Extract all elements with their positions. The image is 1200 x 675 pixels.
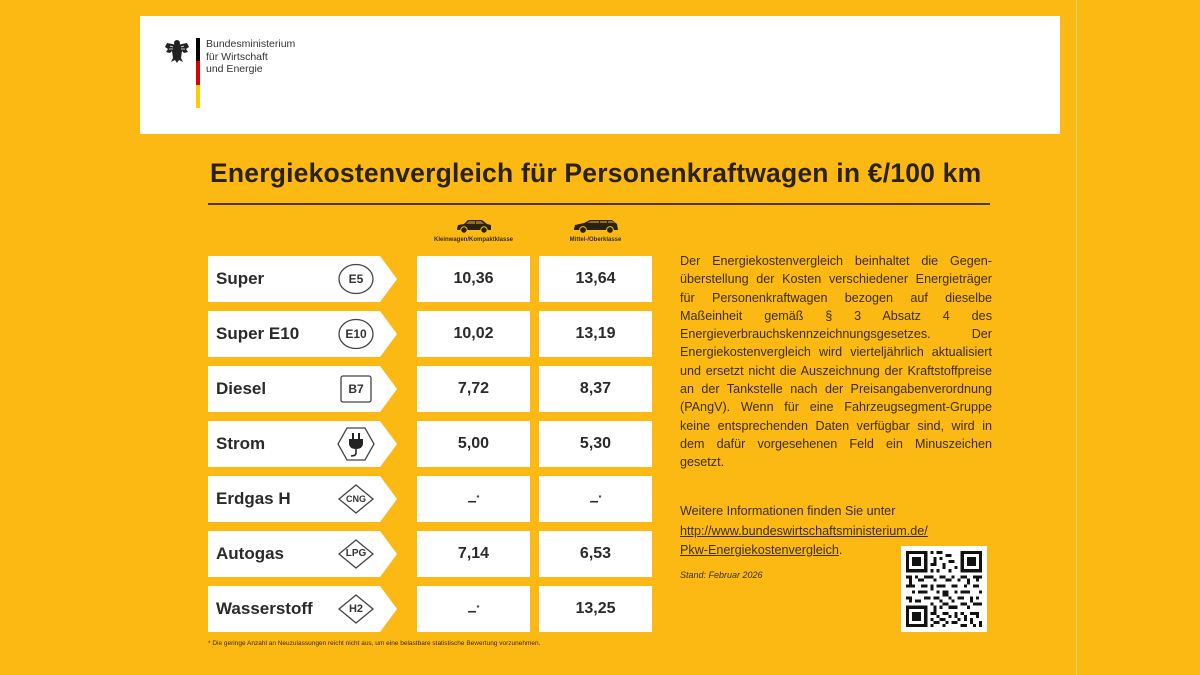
value-cell-large: 13,25 — [539, 586, 652, 632]
table-row: Super E10 E10 10,02 13,19 — [208, 311, 653, 357]
value-cell-small: 7,72 — [417, 366, 530, 412]
table-row: Strom 5,00 5,30 — [208, 421, 653, 467]
arrow-tag-shape — [208, 586, 397, 632]
arrow-tag-shape — [208, 531, 397, 577]
value-cell-small: 7,14 — [417, 531, 530, 577]
qr-code[interactable] — [901, 546, 987, 632]
fuel-name: Erdgas H — [216, 489, 291, 508]
value-cell-small: 10,02 — [417, 311, 530, 357]
value-cell-large: –* — [539, 476, 652, 522]
value-cell-small: –* — [417, 476, 530, 522]
lpg-badge-icon: LPG — [336, 538, 376, 570]
fuel-label: Strom — [208, 421, 398, 467]
qr-code-icon — [906, 551, 982, 627]
large-car-icon — [573, 220, 618, 234]
more-info-intro: Weitere Informationen finden Sie unter — [680, 504, 896, 518]
table-row: Wasserstoff H2 –* 13,25 — [208, 586, 653, 632]
value-cell-small: 5,00 — [417, 421, 530, 467]
more-info: Weitere Informationen finden Sie unter h… — [680, 502, 1000, 561]
ministry-name: Bundesministerium für Wirtschaft und Ene… — [206, 38, 296, 75]
value-cell-large: 13,64 — [539, 256, 652, 302]
stand-date: Stand: Februar 2026 — [680, 570, 763, 580]
fuel-name: Super — [216, 269, 265, 288]
value-cell-small: 10,36 — [417, 256, 530, 302]
value-cell-small: –* — [417, 586, 530, 632]
german-flag-bar — [196, 38, 200, 108]
fuel-name: Diesel — [216, 379, 267, 398]
title-divider — [208, 203, 990, 205]
value-cell-large: 6,53 — [539, 531, 652, 577]
table-row: Diesel B7 7,72 8,37 — [208, 366, 653, 412]
small-car-icon — [456, 220, 491, 234]
fuel-label: Erdgas H CNG — [208, 476, 398, 522]
info-link-line1[interactable]: http://www.bundeswirtschaftsministerium.… — [680, 523, 928, 538]
column-header-small-cars: Kleinwagen/Kompaktklasse — [417, 218, 530, 243]
e10-badge-icon: E10 — [336, 318, 376, 350]
edge-line — [1076, 0, 1077, 675]
fuel-name: Wasserstoff — [216, 599, 313, 618]
fuel-name: Autogas — [216, 544, 284, 563]
value-cell-large: 13,19 — [539, 311, 652, 357]
fuel-name: Super E10 — [216, 324, 300, 343]
info-link-line2[interactable]: Pkw-Energiekostenvergleich — [680, 543, 839, 557]
table-row: Erdgas H CNG –* –* — [208, 476, 653, 522]
page-title: Energiekostenvergleich für Personenkraft… — [210, 158, 982, 188]
fuel-label: Super E5 — [208, 256, 398, 302]
fuel-name: Strom — [216, 434, 266, 453]
info-link-line2-wrap: Pkw-Energiekostenvergleich. — [680, 543, 843, 557]
cng-badge-icon: CNG — [336, 483, 376, 515]
fuel-label: Super E10 E10 — [208, 311, 398, 357]
h2-badge-icon: H2 — [336, 593, 376, 625]
value-cell-large: 8,37 — [539, 366, 652, 412]
description-text: Der Energiekostenvergleich beinhaltet di… — [680, 254, 992, 470]
value-cell-large: 5,30 — [539, 421, 652, 467]
table-row: Autogas LPG 7,14 6,53 — [208, 531, 653, 577]
b7-badge-icon: B7 — [336, 373, 376, 405]
fuel-label: Wasserstoff H2 — [208, 586, 398, 632]
footnote: * Die geringe Anzahl an Neuzulassungen r… — [208, 640, 541, 647]
electric-plug-icon — [336, 427, 376, 461]
header-band: Bundesministerium für Wirtschaft und Ene… — [140, 16, 1060, 134]
table-row: Super E5 10,36 13,64 — [208, 256, 653, 302]
e5-badge-icon: E5 — [336, 263, 376, 295]
arrow-tag-shape — [208, 476, 397, 522]
ministry-logo: Bundesministerium für Wirtschaft und Ene… — [164, 38, 295, 108]
fuel-label: Diesel B7 — [208, 366, 398, 412]
federal-eagle-icon — [165, 40, 189, 63]
fuel-label: Autogas LPG — [208, 531, 398, 577]
column-header-large-cars: Mittel-/Oberklasse — [539, 218, 652, 243]
